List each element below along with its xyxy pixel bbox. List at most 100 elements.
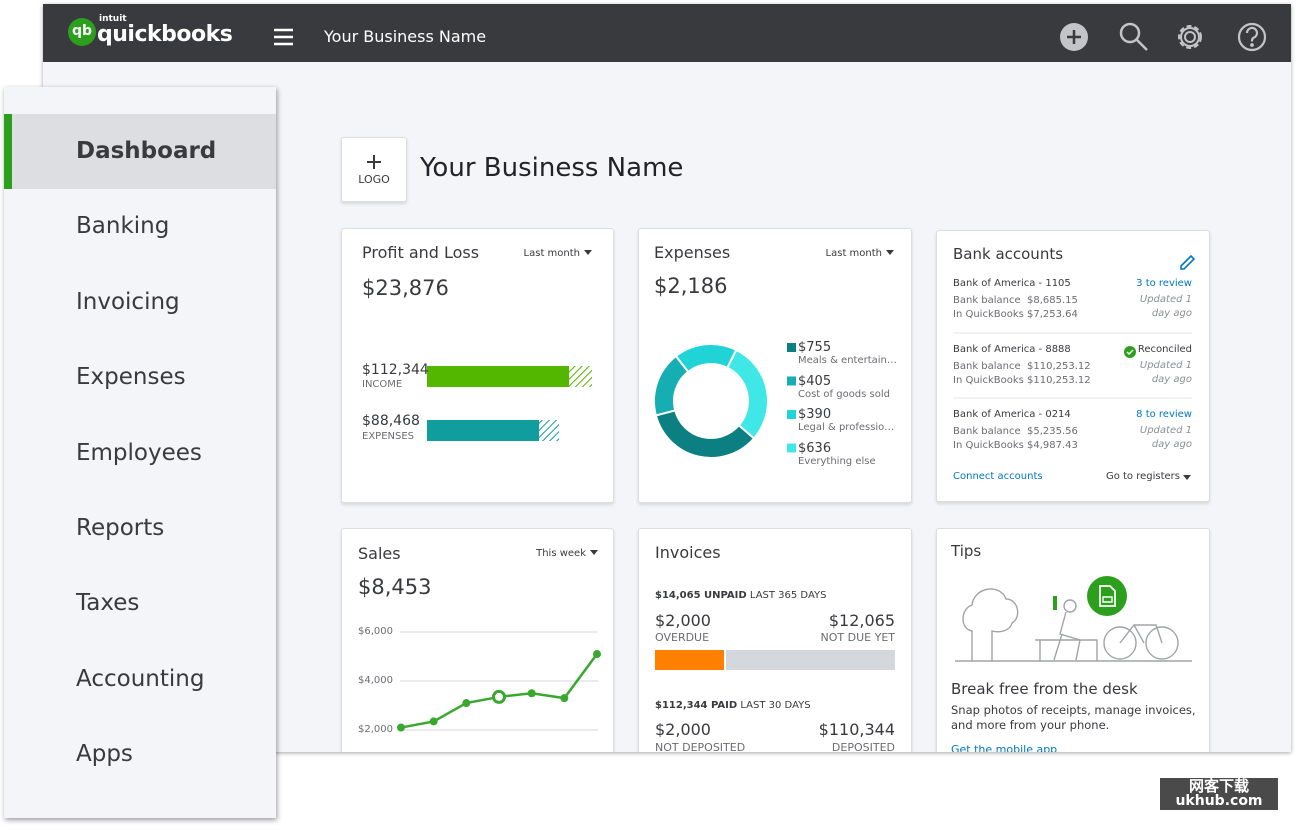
expenses-value: $88,468	[362, 413, 420, 429]
not-deposited-label: NOT DEPOSITED	[655, 741, 746, 752]
unpaid-amount: $14,065 UNPAID	[655, 590, 747, 601]
account-status[interactable]: 8 to review	[1136, 409, 1192, 420]
nav-item[interactable]: Invoicing	[4, 265, 276, 340]
sales-point	[462, 699, 471, 708]
period-select[interactable]: This week	[498, 549, 598, 559]
nav-label: Dashboard	[76, 138, 217, 164]
page-title: Your Business Name	[420, 153, 684, 183]
legend-swatch	[787, 443, 796, 453]
edit-icon[interactable]	[1180, 254, 1196, 270]
expenses-bar	[427, 420, 539, 441]
legend-swatch	[787, 410, 796, 419]
search-icon[interactable]	[1119, 22, 1148, 51]
bank-balance: $110,253.12	[1027, 360, 1091, 372]
updated-note: Updated 1 day ago	[1139, 425, 1192, 450]
legend-label: Cost of goods sold	[798, 388, 891, 400]
paid-summary: $112,344 PAID LAST 30 DAYS	[655, 701, 811, 711]
card-title: Expenses	[654, 243, 731, 262]
connect-link[interactable]: Connect accounts	[953, 471, 1043, 482]
nav-item[interactable]: Apps	[4, 717, 276, 792]
deposited-label: DEPOSITED	[831, 741, 895, 752]
qb-balance: $7,253.64	[1027, 309, 1078, 320]
nav-item[interactable]: Reports	[4, 491, 276, 566]
expenses-bar-hatch	[539, 420, 559, 441]
sales-point	[397, 723, 405, 732]
add-icon[interactable]	[1060, 23, 1088, 51]
card-total: $2,186	[654, 274, 728, 298]
registers-caret	[1183, 475, 1191, 480]
tips-badge	[1087, 576, 1127, 616]
not-due-bar	[726, 650, 895, 670]
menu-icon[interactable]	[274, 28, 293, 46]
sales-point	[492, 689, 506, 704]
legend-label: Meals & entertain…	[798, 355, 897, 366]
nav-item[interactable]: Banking	[4, 189, 276, 264]
income-label: INCOME	[362, 379, 403, 390]
sales-point	[527, 689, 536, 698]
expenses-label: EXPENSES	[362, 431, 415, 442]
nav-item[interactable]: Employees	[4, 416, 276, 491]
account-name: Bank of America - 1105	[953, 278, 1071, 289]
nav-item[interactable]: Expenses	[4, 340, 276, 415]
invoices-card[interactable]	[638, 528, 912, 752]
paid-period: LAST 30 DAYS	[740, 700, 811, 711]
legend-value: $405	[798, 373, 832, 389]
profit-loss-card[interactable]	[341, 228, 614, 503]
y-tick-label: $6,000	[358, 626, 393, 637]
overdue-value: $2,000	[655, 611, 711, 630]
tips-link[interactable]: Get the mobile app	[951, 743, 1058, 752]
y-tick-label: $4,000	[358, 675, 393, 686]
qb-balance: $110,253.12	[1027, 374, 1091, 386]
bank-balance: $8,685.15	[1027, 295, 1078, 306]
account-status[interactable]: 3 to review	[1136, 278, 1192, 289]
card-title: Sales	[358, 544, 401, 563]
nav-label: Invoicing	[76, 288, 180, 315]
logo-plus-icon	[367, 155, 381, 169]
nav-label: Accounting	[76, 665, 205, 692]
logo-mark: qb	[72, 23, 93, 39]
legend-value: $636	[798, 440, 832, 456]
card-graphics	[397, 254, 1196, 732]
legend-label: Everything else	[798, 455, 876, 467]
nav-item[interactable]: Dashboard	[4, 114, 276, 189]
logo-mark-circle	[68, 18, 96, 46]
header-business-name: Your Business Name	[324, 27, 487, 46]
not-due-label: NOT DUE YET	[820, 631, 895, 644]
unpaid-period: LAST 365 DAYS	[749, 590, 827, 601]
reconciled-check	[1126, 349, 1134, 356]
nav-item[interactable]: Taxes	[4, 566, 276, 641]
app-content: intuit qb quickbooks Your Business Name …	[43, 4, 1291, 752]
overdue-bar	[655, 650, 724, 670]
logo-placeholder: LOGO	[358, 173, 390, 186]
active-indicator	[4, 114, 12, 189]
nav-label: Expenses	[76, 364, 186, 391]
header-icons	[68, 18, 1267, 52]
nav-item[interactable]: Accounting	[4, 642, 276, 717]
income-value: $112,344	[362, 362, 429, 378]
settings-icon[interactable]	[1178, 25, 1202, 49]
updated-note: Updated 1 day ago	[1139, 359, 1192, 385]
legend-value: $755	[798, 340, 832, 355]
not-due-value: $12,065	[828, 611, 895, 630]
period-select[interactable]: Last month	[794, 249, 894, 259]
sales-point	[560, 694, 569, 703]
registers-link[interactable]: Go to registers	[1105, 471, 1180, 482]
account-name: Bank of America - 0214	[953, 409, 1071, 420]
card-total: $8,453	[358, 575, 432, 599]
bank-label: Bank balance	[953, 426, 1021, 437]
income-bar-hatch	[569, 366, 592, 387]
sales-point	[593, 650, 601, 659]
qb-label: In QuickBooks	[953, 440, 1024, 451]
logo-upload[interactable]	[341, 137, 407, 202]
sales-card[interactable]	[341, 528, 614, 752]
period-select[interactable]: Last month	[492, 249, 592, 259]
bank-label: Bank balance	[953, 295, 1021, 306]
help-icon[interactable]	[1237, 22, 1267, 52]
phone-icon	[1053, 596, 1057, 610]
watermark-line2: ukhub.com	[1175, 793, 1263, 809]
bank-accounts-card[interactable]	[936, 230, 1210, 502]
sidebar: Dashboard Banking Invoicing Expenses Employe…	[4, 87, 276, 818]
legend-swatch	[787, 376, 796, 386]
card-title: Profit and Loss	[362, 243, 480, 262]
